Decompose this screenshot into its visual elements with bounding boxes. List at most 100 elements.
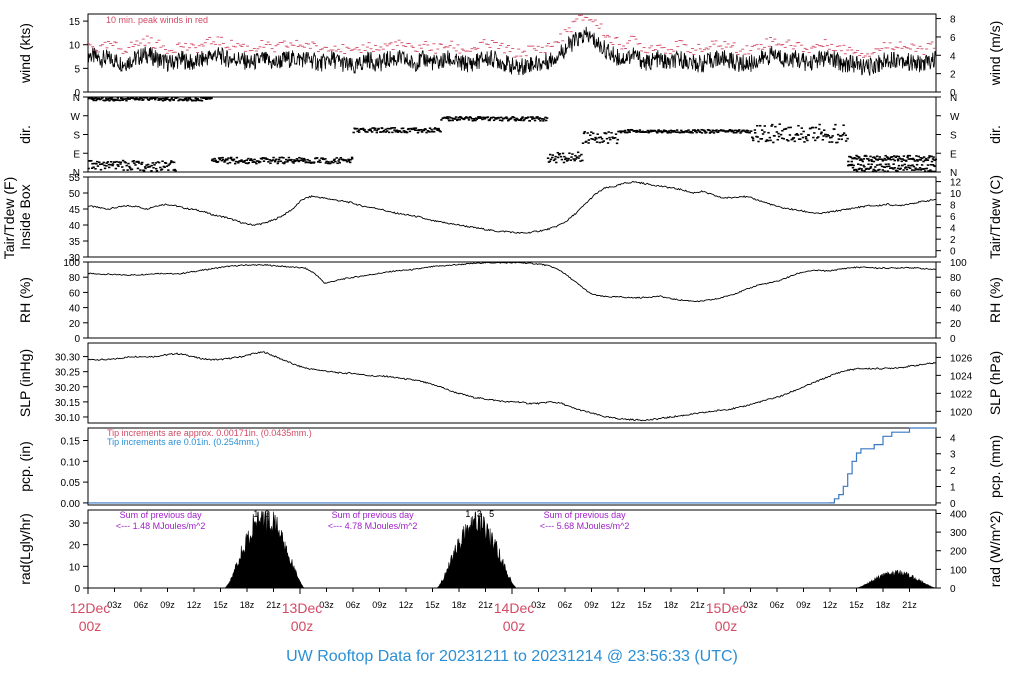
slp-right-tick-label: 1020: [950, 407, 973, 418]
x-axis-hour-label: 15z: [213, 600, 228, 610]
wind-right-axis-label: wind (m/s): [987, 21, 1003, 87]
rh-left-tick-label: 40: [69, 304, 81, 315]
rad-day-note-title: Sum of previous day: [120, 510, 203, 520]
temp-right-tick-label: 12: [950, 178, 962, 189]
x-axis-hour-label: 03z: [319, 600, 334, 610]
rh-right-tick-label: 80: [950, 273, 962, 284]
x-axis-day-time-label: 00z: [291, 618, 314, 634]
pcp-left-tick-label: 0.00: [61, 499, 81, 510]
relative-humidity-line: [87, 261, 937, 303]
rh-panel-frame: [87, 261, 937, 339]
temp-right-axis-label: Tair/Tdew (C): [987, 175, 1003, 259]
x-axis-hour-label: 03z: [743, 600, 758, 610]
rad-left-tick-label: 20: [69, 541, 81, 552]
slp-left-tick-label: 30.30: [55, 353, 80, 364]
pcp-left-tick-label: 0.10: [61, 457, 81, 468]
x-axis-hour-label: 18z: [240, 600, 255, 610]
x-axis-day-time-label: 00z: [79, 618, 102, 634]
temp-right-tick-label: 8: [950, 201, 956, 212]
temp-right-tick-label: 6: [950, 212, 956, 223]
x-axis-hour-label: 06z: [134, 600, 149, 610]
wind-left-tick-label: 10: [69, 41, 81, 52]
rad-day-note-value: <--- 1.48 MJoules/m^2: [116, 521, 206, 531]
rad-right-tick-label: 100: [950, 565, 967, 576]
temperature-line: [87, 180, 937, 234]
x-axis-hour-label: 09z: [160, 600, 175, 610]
rad-right-axis-label: rad (W/m^2): [987, 511, 1003, 588]
radiation-area: [435, 511, 518, 589]
sea-level-pressure-line: [87, 351, 937, 422]
dir-right-tick-label: N: [950, 168, 957, 179]
x-axis-hour-label: 15z: [425, 600, 440, 610]
wind-left-axis-label: wind (kts): [17, 23, 33, 84]
pcp-right-axis-label: pcp. (mm): [987, 435, 1003, 498]
rad-day-note-title: Sum of previous day: [544, 510, 627, 520]
rh-right-tick-label: 40: [950, 304, 962, 315]
dir-left-tick-label: E: [73, 149, 80, 160]
pcp-left-axis-label: pcp. (in): [17, 441, 33, 492]
rh-right-tick-label: 0: [950, 334, 956, 345]
rad-left-tick-label: 0: [74, 584, 80, 595]
temp-left-tick-label: 30: [69, 253, 81, 264]
x-axis-hour-label: 18z: [452, 600, 467, 610]
slp-panel-frame: [87, 342, 937, 424]
x-axis-hour-label: 21z: [690, 600, 705, 610]
x-axis-hour-label: 12z: [399, 600, 414, 610]
temp-left-tick-label: 35: [69, 237, 81, 248]
x-axis-hour-label: 06z: [558, 600, 573, 610]
rh-left-tick-label: 20: [69, 319, 81, 330]
rad-panel-frame: [87, 509, 937, 589]
x-axis-hour-label: 03z: [531, 600, 546, 610]
dir-right-tick-label: S: [950, 131, 957, 142]
x-axis-day-time-label: 00z: [503, 618, 526, 634]
x-axis-hour-label: 06z: [346, 600, 361, 610]
x-axis-date-label: 13Dec: [282, 600, 322, 616]
x-axis-date-label: 14Dec: [494, 600, 534, 616]
wind-left-tick-label: 15: [69, 17, 81, 28]
x-axis-hour-label: 12z: [611, 600, 626, 610]
x-axis-hour-label: 18z: [876, 600, 891, 610]
rad-left-axis-label: rad(Lgly/hr): [17, 513, 33, 585]
rh-right-tick-label: 20: [950, 319, 962, 330]
wind-left-tick-label: 5: [74, 64, 80, 75]
x-axis-hour-label: 18z: [664, 600, 679, 610]
temp-outer-axis-label: Tair/Tdew (F): [1, 177, 17, 259]
dir-right-tick-label: E: [950, 149, 957, 160]
x-axis-day-time-label: 00z: [715, 618, 738, 634]
rh-left-tick-label: 0: [74, 334, 80, 345]
slp-left-tick-label: 30.20: [55, 383, 80, 394]
wind-left-tick-label: 0: [74, 88, 80, 99]
pcp-left-tick-label: 0.15: [61, 436, 81, 447]
rh-right-tick-label: 60: [950, 288, 962, 299]
rad-right-tick-label: 0: [950, 584, 956, 595]
rad-right-tick-label: 400: [950, 509, 967, 520]
wind-right-tick-label: 4: [950, 51, 956, 62]
rh-left-tick-label: 60: [69, 288, 81, 299]
slp-left-tick-label: 30.25: [55, 368, 80, 379]
rh-right-tick-label: 100: [950, 258, 967, 269]
x-axis-hour-label: 03z: [107, 600, 122, 610]
x-axis-date-label: 12Dec: [70, 600, 110, 616]
precip-note-blue: Tip increments are 0.01in. (0.254mm.): [107, 437, 259, 447]
slp-right-axis-label: SLP (hPa): [987, 351, 1003, 415]
rad-right-tick-label: 300: [950, 528, 967, 539]
x-axis-hour-label: 21z: [902, 600, 917, 610]
rad-hour-marker: 5: [489, 509, 494, 519]
rad-left-tick-label: 10: [69, 562, 81, 573]
precipitation-line: [88, 427, 936, 504]
wind-right-tick-label: 2: [950, 70, 956, 81]
temp-right-tick-label: 4: [950, 224, 956, 235]
rh-left-axis-label: RH (%): [17, 277, 33, 323]
x-axis-date-label: 15Dec: [706, 600, 746, 616]
precip-note-red: Tip increments are approx. 0.00171in. (0…: [107, 428, 312, 438]
rh-left-tick-label: 100: [63, 258, 80, 269]
x-axis-hour-label: 12z: [823, 600, 838, 610]
slp-left-axis-label: SLP (inHg): [17, 349, 33, 417]
rad-right-tick-label: 200: [950, 547, 967, 558]
slp-right-tick-label: 1026: [950, 353, 973, 364]
dir-left-tick-label: S: [73, 131, 80, 142]
pcp-panel-frame: [87, 427, 937, 506]
slp-right-tick-label: 1022: [950, 389, 973, 400]
wind-right-tick-label: 6: [950, 33, 956, 44]
